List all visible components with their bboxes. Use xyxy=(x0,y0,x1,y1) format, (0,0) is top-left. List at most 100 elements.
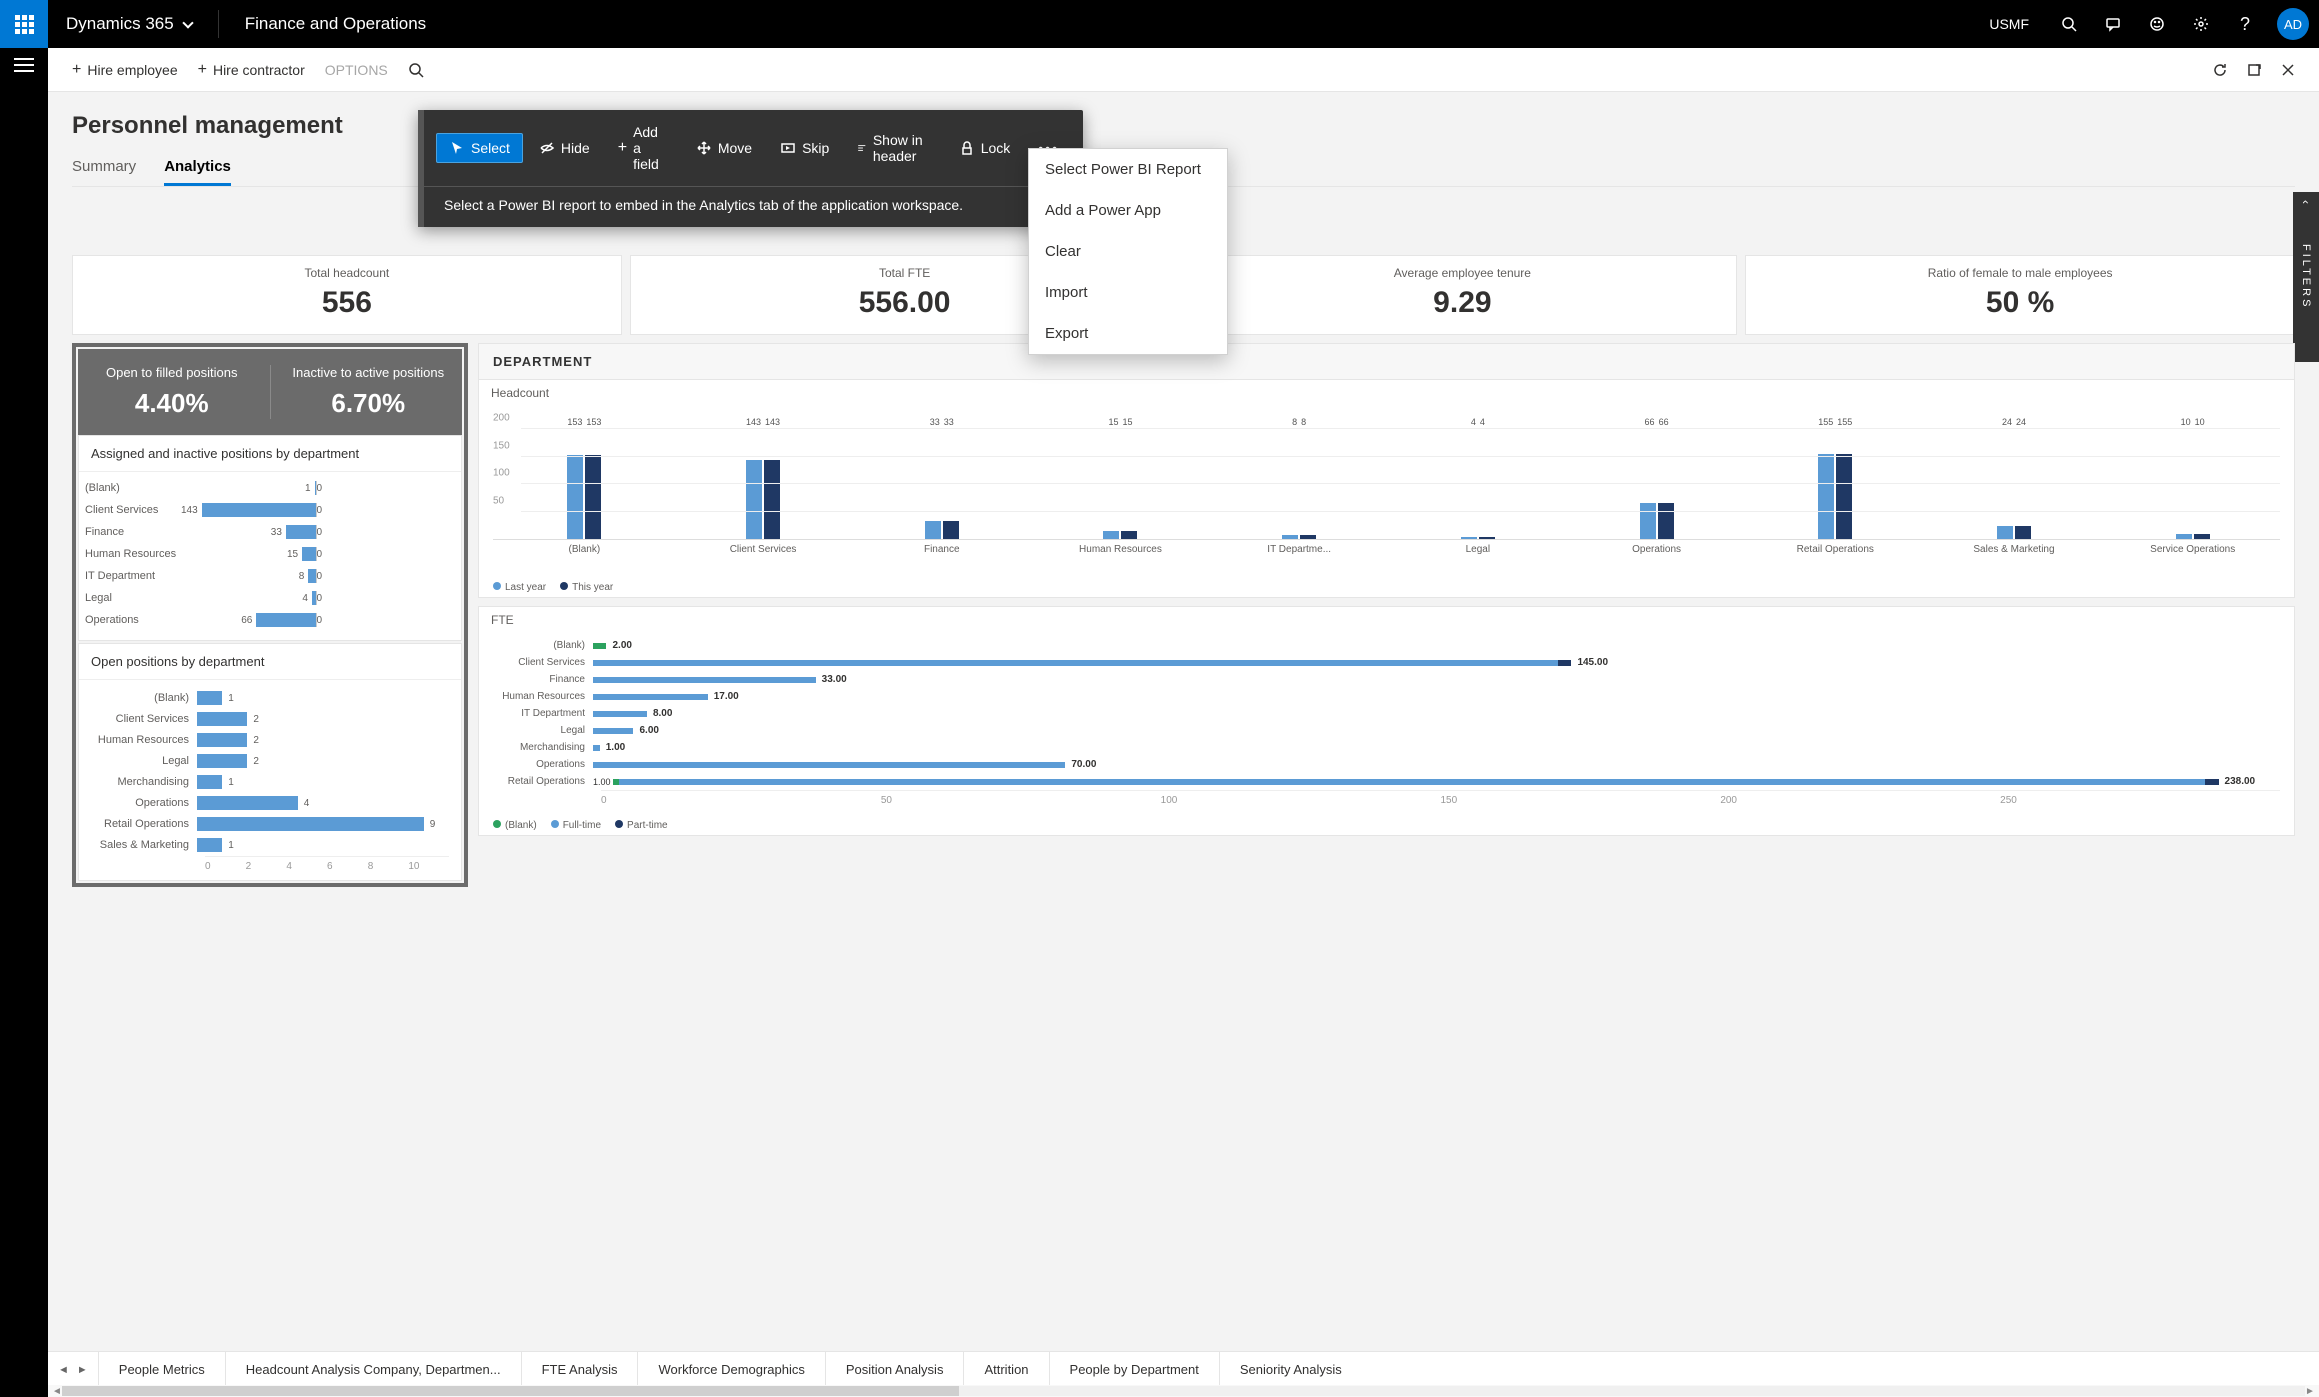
dropdown-item-add-powerapp[interactable]: Add a Power App xyxy=(1029,190,1227,231)
report-tab[interactable]: Position Analysis xyxy=(825,1352,964,1388)
top-bar: Dynamics 365 Finance and Operations USMF… xyxy=(0,0,2319,48)
skip-icon xyxy=(780,140,796,156)
dropdown-item-select-report[interactable]: Select Power BI Report xyxy=(1029,149,1227,190)
department-chart: 50100150200153153 143143 3333 1515 88 44… xyxy=(479,402,2294,578)
chart-row: (Blank) 1 0 xyxy=(85,478,451,498)
selected-report-region[interactable]: Open to filled positions 4.40% Inactive … xyxy=(72,343,468,887)
perso-hide-button[interactable]: Hide xyxy=(527,134,602,162)
search-button-secondary[interactable] xyxy=(398,58,434,82)
perso-show-header-button[interactable]: Show in header xyxy=(845,126,942,170)
perso-move-button[interactable]: Move xyxy=(684,134,764,162)
close-button[interactable] xyxy=(2271,53,2305,87)
hire-employee-button[interactable]: Hire employee xyxy=(62,57,188,83)
chart-bar-group: 3333 xyxy=(854,417,1029,539)
chart-row: Merchandising1 xyxy=(91,772,449,792)
fte-chart-legend: (Blank)Full-timePart-time xyxy=(479,816,2294,835)
report-tab[interactable]: Seniority Analysis xyxy=(1219,1352,1362,1388)
open-positions-chart-panel: Open positions by department (Blank)1Cli… xyxy=(78,643,462,881)
perso-skip-button[interactable]: Skip xyxy=(768,134,841,162)
plus-icon: + xyxy=(618,139,627,157)
scroll-thumb[interactable] xyxy=(62,1386,959,1396)
user-avatar[interactable]: AD xyxy=(2277,8,2309,40)
chart-row: Client Services2 xyxy=(91,709,449,729)
report-tab[interactable]: Workforce Demographics xyxy=(637,1352,824,1388)
search-button[interactable] xyxy=(2047,0,2091,48)
product-switcher[interactable]: Dynamics 365 xyxy=(48,14,210,34)
assigned-chart-title: Assigned and inactive positions by depar… xyxy=(79,436,461,472)
waffle-icon xyxy=(15,15,34,34)
refresh-button[interactable] xyxy=(2203,53,2237,87)
department-chart-title: DEPARTMENT xyxy=(479,344,2294,380)
smiley-icon xyxy=(2149,16,2165,32)
chart-bar-group: 44 xyxy=(1391,417,1566,539)
dropdown-item-export[interactable]: Export xyxy=(1029,313,1227,354)
chart-row: Operations 66 0 xyxy=(85,610,451,630)
horizontal-scrollbar[interactable]: ◄ ► xyxy=(48,1385,2319,1397)
scroll-right-button[interactable]: ► xyxy=(2305,1386,2315,1397)
settings-button[interactable] xyxy=(2179,0,2223,48)
tab-summary[interactable]: Summary xyxy=(72,150,136,186)
perso-select-button[interactable]: Select xyxy=(436,133,523,163)
nav-rail xyxy=(0,48,48,1397)
fte-chart-title: FTE xyxy=(479,607,2294,629)
feedback-button[interactable] xyxy=(2135,0,2179,48)
filters-label: FILTERS xyxy=(2300,244,2312,309)
chart-row: (Blank)1 xyxy=(91,688,449,708)
kpi-tile[interactable]: Average employee tenure9.29 xyxy=(1188,255,1738,335)
dropdown-item-import[interactable]: Import xyxy=(1029,272,1227,313)
tab-next-button[interactable]: ► xyxy=(77,1364,88,1376)
report-tab[interactable]: FTE Analysis xyxy=(521,1352,638,1388)
open-chart-title: Open positions by department xyxy=(79,644,461,680)
scroll-left-button[interactable]: ◄ xyxy=(52,1386,62,1397)
perso-lock-button[interactable]: Lock xyxy=(947,134,1023,162)
messages-button[interactable] xyxy=(2091,0,2135,48)
ratio-inactive-label: Inactive to active positions xyxy=(291,365,447,380)
chart-bar-group: 6666 xyxy=(1569,417,1744,539)
question-icon: ? xyxy=(2240,14,2250,35)
scroll-track[interactable] xyxy=(62,1386,2305,1396)
department-chart-legend: Last yearThis year xyxy=(479,578,2294,597)
kpi-tile[interactable]: Ratio of female to male employees50 % xyxy=(1745,255,2295,335)
app-launcher-button[interactable] xyxy=(0,0,48,48)
nav-toggle-button[interactable] xyxy=(14,58,34,72)
perso-add-field-button[interactable]: +Add a field xyxy=(606,118,680,178)
assigned-inactive-chart-panel: Assigned and inactive positions by depar… xyxy=(78,435,462,641)
chart-row: Human Resources2 xyxy=(91,730,449,750)
report-tab[interactable]: Attrition xyxy=(963,1352,1048,1388)
chart-row: Finance33.00 xyxy=(493,671,2280,688)
chart-row: Finance 33 0 xyxy=(85,522,451,542)
chevron-left-icon: ‹ xyxy=(2299,200,2313,207)
report-tab[interactable]: People Metrics xyxy=(98,1352,225,1388)
dropdown-item-clear[interactable]: Clear xyxy=(1029,231,1227,272)
lock-icon xyxy=(959,140,975,156)
fte-chart-panel: FTE (Blank)2.00Client Services145.00Fina… xyxy=(478,606,2295,836)
tab-prev-button[interactable]: ◄ xyxy=(58,1364,69,1376)
chart-row: IT Department 8 0 xyxy=(85,566,451,586)
chart-row: Merchandising1.00 xyxy=(493,739,2280,756)
kpi-label: Ratio of female to male employees xyxy=(1762,266,2278,280)
hire-contractor-button[interactable]: Hire contractor xyxy=(188,57,315,83)
options-button[interactable]: OPTIONS xyxy=(315,58,398,82)
kpi-value: 9.29 xyxy=(1205,286,1721,320)
ratio-open-value: 4.40% xyxy=(94,388,250,419)
chart-row: Operations70.00 xyxy=(493,756,2280,773)
assigned-chart: (Blank) 1 0 Client Services 143 0 Financ… xyxy=(79,472,461,640)
report-tab[interactable]: People by Department xyxy=(1049,1352,1219,1388)
report-tab[interactable]: Headcount Analysis Company, Departmen... xyxy=(225,1352,521,1388)
chart-row: Legal2 xyxy=(91,751,449,771)
chart-row: Legal 4 0 xyxy=(85,588,451,608)
eye-off-icon xyxy=(539,140,555,156)
header-icon xyxy=(857,140,867,156)
kpi-tile[interactable]: Total headcount556 xyxy=(72,255,622,335)
department-chart-subtitle: Headcount xyxy=(479,380,2294,402)
popout-button[interactable] xyxy=(2237,53,2271,87)
cursor-icon xyxy=(449,140,465,156)
company-code[interactable]: USMF xyxy=(1971,16,2047,32)
chart-row: Client Services 143 0 xyxy=(85,500,451,520)
chevron-down-icon xyxy=(182,17,193,28)
filters-flyout-toggle[interactable]: ‹ FILTERS xyxy=(2293,192,2319,362)
personalization-hint: Select a Power BI report to embed in the… xyxy=(444,197,963,213)
tab-analytics[interactable]: Analytics xyxy=(164,150,231,186)
help-button[interactable]: ? xyxy=(2223,0,2267,48)
plus-icon xyxy=(72,61,81,79)
